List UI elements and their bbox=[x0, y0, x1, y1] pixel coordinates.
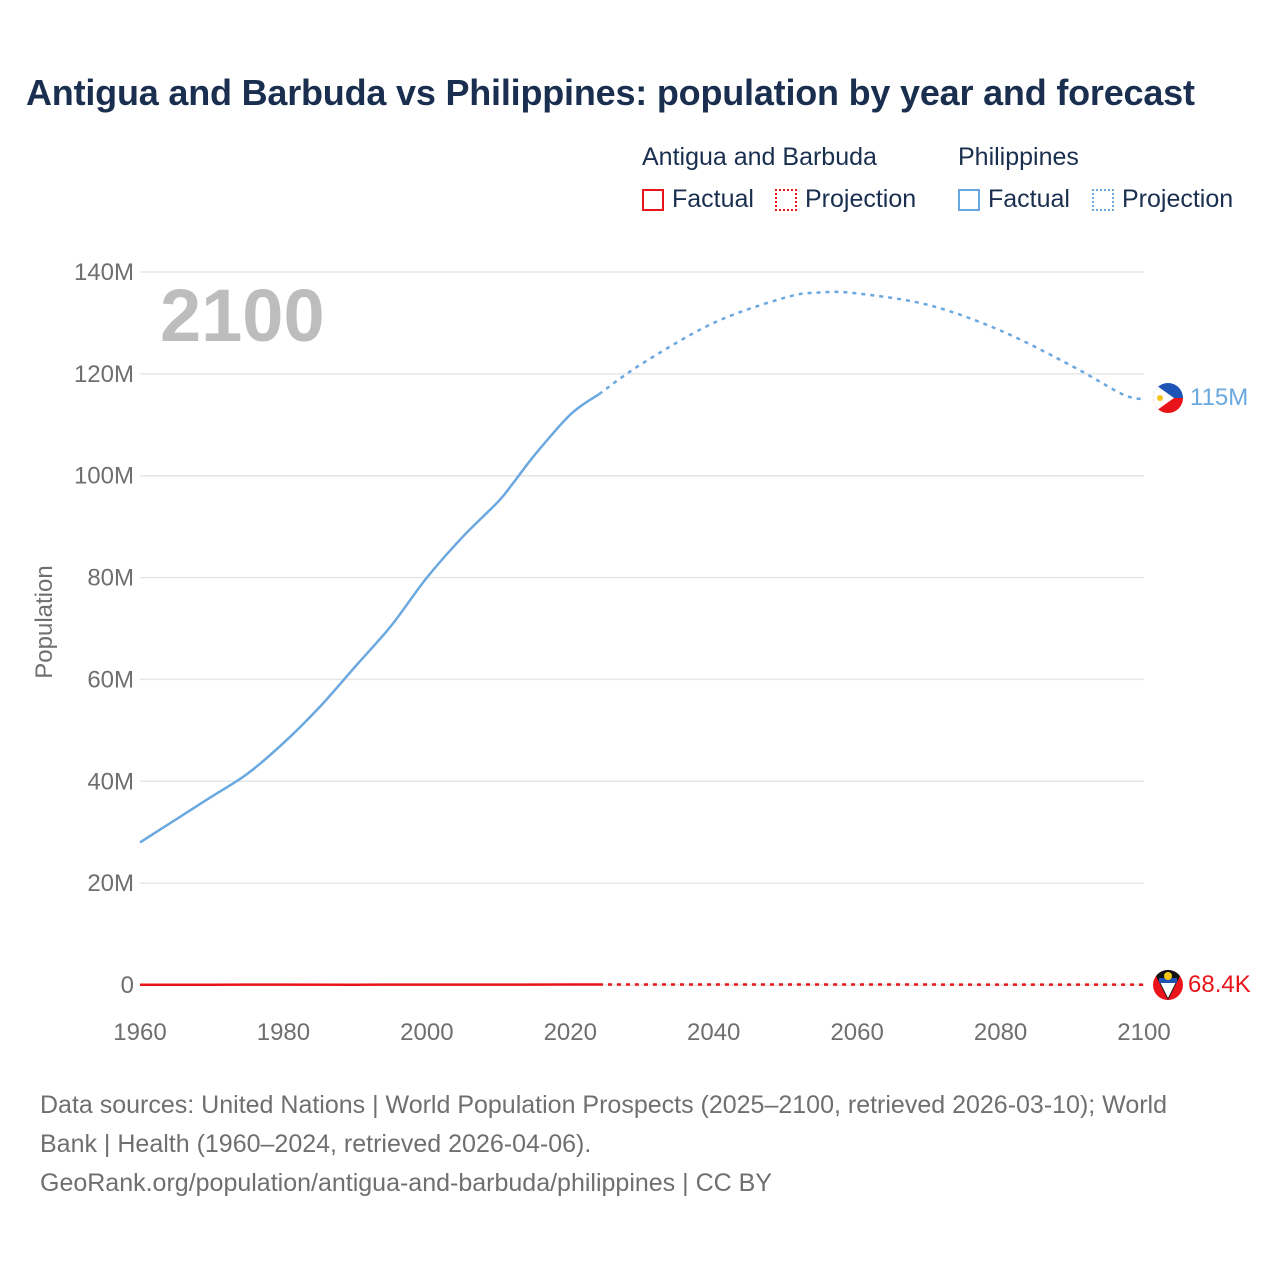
x-tick-label: 1960 bbox=[113, 1019, 166, 1046]
antigua-flag-icon bbox=[1153, 970, 1183, 1000]
y-tick-label: 80M bbox=[87, 565, 134, 592]
y-tick-label: 60M bbox=[87, 666, 134, 693]
y-tick-label: 140M bbox=[74, 259, 134, 286]
x-tick-label: 1980 bbox=[257, 1019, 310, 1046]
y-tick-label: 100M bbox=[74, 463, 134, 490]
legend-swatch-dotted-blue bbox=[1092, 188, 1114, 211]
footer-line-1: Data sources: United Nations | World Pop… bbox=[40, 1091, 1168, 1119]
legend-label: Projection bbox=[1122, 185, 1234, 213]
legend-swatch-solid-red bbox=[642, 188, 664, 211]
x-tick-label: 2020 bbox=[544, 1019, 597, 1046]
footer-line-3[interactable]: GeoRank.org/population/antigua-and-barbu… bbox=[40, 1169, 772, 1197]
y-tick-label: 20M bbox=[87, 870, 134, 897]
x-tick-label: 2000 bbox=[400, 1019, 453, 1046]
legend-label: Projection bbox=[805, 185, 917, 213]
y-tick-label: 0 bbox=[121, 972, 134, 999]
legend-group-philippines: Philippines bbox=[958, 143, 1079, 171]
year-label: 2100 bbox=[160, 274, 325, 357]
philippinesprojection-line bbox=[598, 290, 1145, 401]
philippines-end-label: 115M bbox=[1190, 384, 1248, 411]
x-tick-label: 2100 bbox=[1117, 1019, 1170, 1046]
y-axis-ticks: 0 20M 40M 60M 80M 100M 120M 140M bbox=[74, 259, 134, 999]
endpoints: 115M 68.4K bbox=[1153, 383, 1251, 1000]
antigua-end-label: 68.4K bbox=[1188, 971, 1251, 998]
legend-item-antigua-factual[interactable]: Factual bbox=[642, 185, 754, 214]
population-chart: 0 20M 40M 60M 80M 100M 120M 140M 1960 1980 2000 20… bbox=[31, 259, 1251, 1046]
legend-swatch-dotted-red bbox=[775, 188, 797, 211]
footer-line-2: Bank | Health (1960–2024, retrieved 2026… bbox=[40, 1130, 592, 1158]
x-tick-label: 2080 bbox=[974, 1019, 1027, 1046]
legend-label: Factual bbox=[672, 185, 754, 213]
legend-label: Factual bbox=[988, 185, 1070, 213]
y-tick-label: 40M bbox=[87, 768, 134, 795]
legend-group-antigua: Antigua and Barbuda bbox=[642, 143, 877, 171]
footer-sources: Data sources: United Nations | World Pop… bbox=[40, 1086, 1240, 1203]
legend-swatch-solid-blue bbox=[958, 188, 980, 211]
legend-item-philippines-projection[interactable]: Projection bbox=[1092, 185, 1233, 214]
x-tick-label: 2060 bbox=[830, 1019, 883, 1046]
series-layer bbox=[139, 290, 1145, 986]
chart-title: Antigua and Barbuda vs Philippines: popu… bbox=[26, 72, 1195, 113]
legend-item-antigua-projection[interactable]: Projection bbox=[775, 185, 916, 214]
philippinesfactual-line bbox=[139, 393, 600, 844]
x-tick-label: 2040 bbox=[687, 1019, 740, 1046]
x-axis-ticks: 1960 1980 2000 2020 2040 2060 2080 2100 bbox=[113, 1019, 1170, 1046]
philippines-flag-icon bbox=[1153, 383, 1183, 413]
y-tick-label: 120M bbox=[74, 361, 134, 388]
y-axis-label: Population bbox=[31, 565, 58, 678]
grid-lines bbox=[140, 271, 1144, 986]
legend-item-philippines-factual[interactable]: Factual bbox=[958, 185, 1070, 214]
